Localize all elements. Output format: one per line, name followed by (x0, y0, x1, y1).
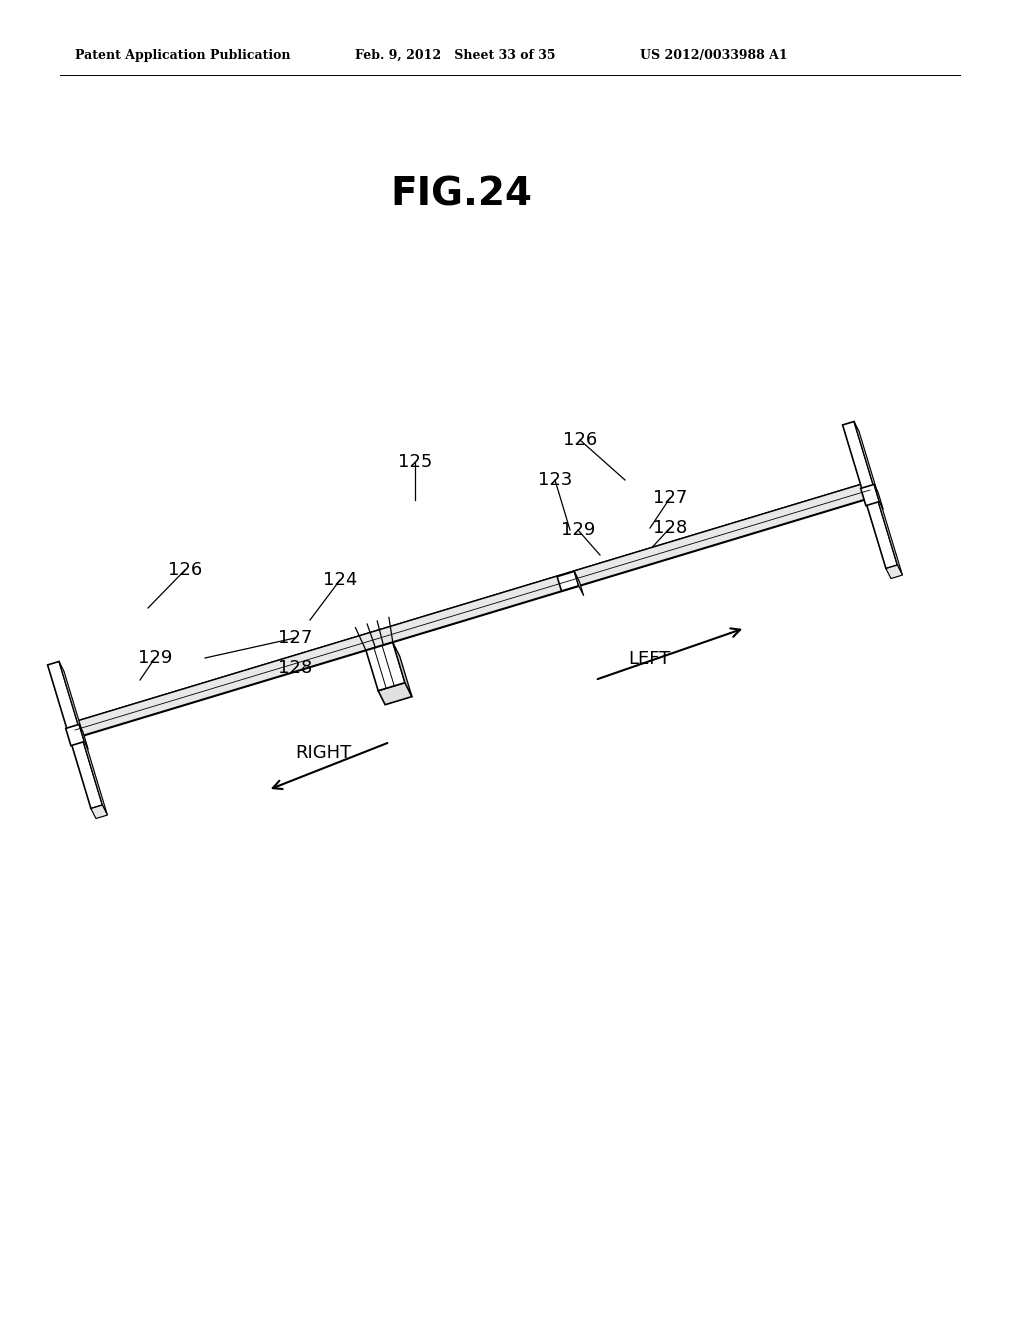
Text: LEFT: LEFT (628, 649, 671, 668)
Text: RIGHT: RIGHT (295, 744, 351, 762)
Text: Patent Application Publication: Patent Application Publication (75, 49, 291, 62)
Polygon shape (66, 725, 84, 746)
Polygon shape (393, 643, 412, 697)
Polygon shape (79, 725, 88, 750)
Text: 127: 127 (278, 630, 312, 647)
Text: 128: 128 (653, 519, 687, 537)
Text: 126: 126 (563, 432, 597, 449)
Polygon shape (59, 661, 108, 814)
Text: FIG.24: FIG.24 (390, 176, 532, 214)
Polygon shape (378, 682, 412, 705)
Text: 124: 124 (323, 572, 357, 589)
Text: 129: 129 (138, 649, 172, 667)
Text: 128: 128 (278, 659, 312, 677)
Polygon shape (73, 722, 84, 751)
Text: US 2012/0033988 A1: US 2012/0033988 A1 (640, 49, 787, 62)
Polygon shape (854, 421, 902, 576)
Text: 125: 125 (397, 453, 432, 471)
Polygon shape (91, 805, 108, 818)
Polygon shape (886, 565, 902, 578)
Polygon shape (843, 421, 897, 569)
Polygon shape (73, 482, 872, 738)
Polygon shape (874, 484, 884, 510)
Text: Feb. 9, 2012   Sheet 33 of 35: Feb. 9, 2012 Sheet 33 of 35 (355, 49, 555, 62)
Text: 126: 126 (168, 561, 202, 579)
Polygon shape (73, 482, 874, 737)
Text: 129: 129 (561, 521, 595, 539)
Polygon shape (861, 484, 880, 506)
Polygon shape (47, 661, 102, 809)
Polygon shape (366, 643, 404, 690)
Polygon shape (557, 572, 579, 591)
Polygon shape (867, 482, 880, 512)
Polygon shape (574, 572, 584, 595)
Text: 127: 127 (653, 488, 687, 507)
Text: 123: 123 (538, 471, 572, 488)
